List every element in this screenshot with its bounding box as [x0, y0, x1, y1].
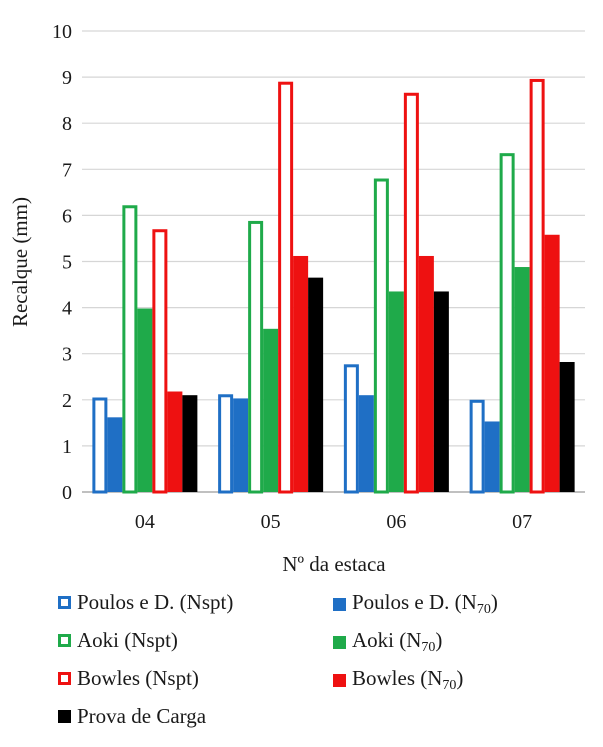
y-tick-label: 9: [62, 67, 72, 89]
bar: [107, 417, 123, 492]
legend-swatch: [58, 672, 71, 685]
y-axis-title: Recalque (mm): [8, 197, 32, 327]
legend-swatch: [58, 634, 71, 647]
x-tick-label: 04: [135, 511, 155, 533]
bar: [92, 397, 108, 494]
y-tick-label: 1: [62, 436, 72, 458]
bar: [248, 220, 264, 494]
y-tick-labels: 0 1 2 3 4 5 6 7 8 9 10: [52, 21, 72, 504]
legend-label: Bowles (Nspt): [77, 666, 199, 691]
legend-label-subscript: 70: [476, 602, 491, 617]
legend-swatch: [333, 635, 346, 649]
legend-swatch: [58, 710, 71, 723]
x-axis-title: Nº da estaca: [282, 552, 386, 576]
legend-label: Poulos e D. (N70): [352, 590, 498, 618]
y-tick-label: 7: [62, 159, 72, 181]
bar: [263, 328, 279, 492]
legend-label-tail: ): [435, 628, 443, 652]
y-tick-label: 4: [62, 298, 72, 320]
legend-swatch: [333, 673, 346, 687]
legend-swatch: [58, 596, 71, 609]
bar: [137, 308, 153, 492]
bar: [388, 291, 404, 492]
y-tick-label: 2: [62, 390, 72, 412]
bar: [152, 229, 168, 494]
legend-label-text: Bowles (Nspt): [77, 666, 199, 690]
bar: [418, 255, 434, 492]
legend-label-tail: ): [456, 666, 464, 690]
bar: [218, 394, 234, 494]
bar: [308, 277, 324, 492]
bar: [182, 395, 198, 492]
legend-label: Prova de Carga: [77, 704, 206, 729]
bar: [233, 398, 249, 492]
legend-item: Poulos e D. (Nspt): [58, 590, 233, 615]
x-tick-label: 07: [512, 511, 532, 533]
y-tick-label: 8: [62, 113, 72, 135]
legend-label: Aoki (N70): [352, 628, 442, 656]
y-tick-label: 10: [52, 21, 72, 43]
x-tick-label: 05: [261, 511, 281, 533]
bar: [373, 178, 389, 494]
legend-label-text: Aoki (N: [352, 628, 422, 652]
legend-item: Aoki (N70): [333, 628, 442, 656]
bar: [278, 81, 294, 494]
bar: [544, 234, 560, 492]
y-tick-label: 0: [62, 482, 72, 504]
legend-item: Bowles (Nspt): [58, 666, 199, 691]
legend-label: Poulos e D. (Nspt): [77, 590, 233, 615]
legend-label-text: Poulos e D. (Nspt): [77, 590, 234, 614]
bar: [484, 421, 500, 492]
legend-label-text: Aoki (Nspt): [77, 628, 178, 652]
legend-label-tail: ): [490, 590, 498, 614]
bar: [122, 205, 138, 494]
bar: [469, 399, 485, 494]
bar: [529, 78, 545, 494]
bars: [92, 78, 575, 494]
bar: [499, 153, 515, 494]
y-tick-label: 6: [62, 205, 72, 227]
bar: [167, 391, 183, 492]
bar: [403, 92, 419, 494]
bar: [343, 364, 359, 494]
bar: [559, 361, 575, 492]
legend-item: Prova de Carga: [58, 704, 206, 729]
legend-label-text: Bowles (N: [352, 666, 443, 690]
legend-label: Bowles (N70): [352, 666, 463, 694]
legend-item: Poulos e D. (N70): [333, 590, 498, 618]
recalque-bar-chart: 0 1 2 3 4 5 6 7 8 9 10 04 05 06 07 Recalque (mm) Nº d…: [8, 21, 585, 576]
legend-item: Aoki (Nspt): [58, 628, 178, 653]
legend-label: Aoki (Nspt): [77, 628, 178, 653]
x-tick-label: 06: [386, 511, 406, 533]
x-tick-labels: 04 05 06 07: [135, 511, 532, 533]
legend-swatch: [333, 597, 346, 611]
legend-item: Bowles (N70): [333, 666, 463, 694]
legend-label-subscript: 70: [421, 640, 436, 655]
bar: [293, 255, 309, 492]
bar: [433, 291, 449, 492]
y-tick-label: 3: [62, 344, 72, 366]
y-tick-label: 5: [62, 252, 72, 274]
legend-label-text: Poulos e D. (N: [352, 590, 477, 614]
legend-label-subscript: 70: [442, 678, 457, 693]
bar: [358, 395, 374, 492]
bar: [514, 267, 530, 492]
legend-label-text: Prova de Carga: [77, 704, 207, 728]
